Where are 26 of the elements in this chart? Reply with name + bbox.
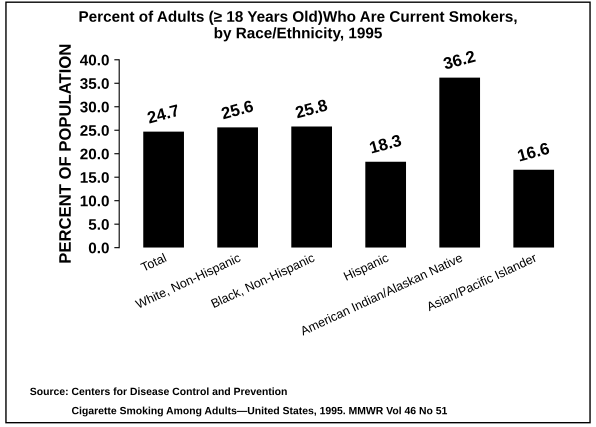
bar: [439, 78, 480, 248]
source-note: Source: Centers for Disease Control and Prevention: [30, 387, 287, 396]
y-tick-label: 40.0: [80, 54, 109, 66]
data-label: 25.8: [294, 98, 328, 118]
y-axis-title: PERCENT OF POPULATION: [59, 44, 71, 263]
y-tick-label: 5.0: [88, 219, 109, 230]
data-label: 24.7: [146, 104, 180, 124]
bar: [217, 127, 258, 248]
chart-title: Percent of Adults (≥ 18 Years Old)Who Are Current Smokers, by Race/Ethnicity, 1995: [79, 10, 517, 42]
bar: [365, 162, 406, 248]
data-label: 36.2: [442, 50, 476, 70]
y-tick-label: 15.0: [80, 172, 109, 183]
y-tick-label: 25.0: [80, 125, 109, 136]
data-label: 16.6: [517, 142, 550, 162]
y-tick-label: 30.0: [80, 102, 109, 112]
bar: [143, 132, 184, 248]
data-label: 25.6: [220, 100, 254, 120]
y-tick-label: 35.0: [80, 78, 109, 89]
bar: [513, 170, 554, 248]
y-tick-label: 20.0: [80, 148, 109, 160]
text: Cigarette Smoking Among Adults—United States, 1995. MMWR Vol 46 No 51: [72, 406, 448, 416]
bar: [291, 126, 332, 248]
y-tick-label: 0.0: [88, 242, 109, 254]
y-tick-label: 10.0: [80, 196, 109, 206]
x-tick-label: Total: [140, 252, 167, 272]
data-label: 18.3: [369, 134, 402, 154]
